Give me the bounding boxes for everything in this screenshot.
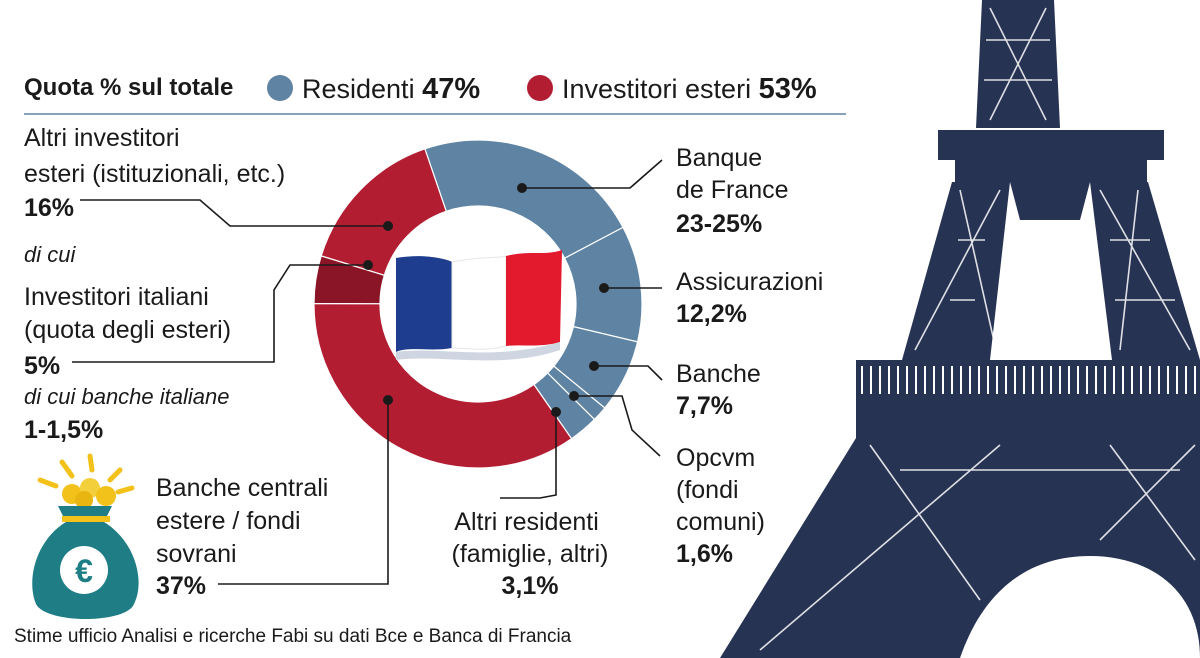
label-banche-centrali: Banche centrali estere / fondi sovrani [156,474,335,568]
leader-banque [522,159,663,189]
dot-banche [589,361,599,371]
label-banche-italiane: di cui banche italiane [24,384,229,409]
value-italiani: 5% [24,352,60,380]
donut-slice-banche-centrali-estere-fondi-sovrani [313,302,573,469]
svg-text:€: € [75,553,93,589]
dot-banche-centrali [383,395,393,405]
dot-assicurazioni [599,283,609,293]
france-flag-icon [396,250,562,361]
tower-lattice [759,7,1196,651]
value-altri-residenti: 3,1% [502,572,559,600]
leader-italiani [72,264,368,363]
legend-title: Quota % sul totale [24,74,233,101]
label-altri-residenti: Altri residenti (famiglie, altri) [452,508,609,568]
source-note: Stime ufficio Analisi e ricerche Fabi su… [14,626,572,647]
legend-label-esteri: Investitori esteri 53% [562,73,817,105]
legend-swatch-esteri [527,75,553,101]
eiffel-tower-icon [720,0,1200,658]
dot-altri-esteri [383,221,393,231]
value-banche-italiane: 1-1,5% [24,416,103,444]
value-banche-centrali: 37% [156,572,206,600]
value-altri-esteri: 16% [24,194,74,222]
label-opcvm: Opcvm (fondi comuni) [676,444,765,536]
value-opcvm: 1,6% [676,540,733,568]
label-assicurazioni: Assicurazioni [676,268,823,296]
leader-opcvm [574,395,661,457]
leader-banche-centrali [218,400,389,585]
value-banche: 7,7% [676,392,733,420]
euro-icon [60,546,108,594]
dot-banque [517,183,527,193]
dot-opcvm [569,391,579,401]
leader-altri-esteri [80,199,388,227]
value-banque-de-france: 23-25% [676,210,762,238]
value-assicurazioni: 12,2% [676,300,747,328]
leader-lines [72,159,663,585]
dot-italiani [363,260,373,270]
label-di-cui: di cui [24,242,76,267]
tower-railing [861,366,1196,394]
leader-banche [594,365,663,381]
leader-altri-residenti [500,412,557,499]
donut-slice-banque-de-france [424,139,624,260]
label-altri-esteri: Altri investitori esteri (istituzionali,… [24,124,285,188]
money-bag-icon: € [32,453,139,619]
donut-slice-altri-investitori-esteri-istituzionali-etc [320,148,448,276]
label-banque-de-france: Banque de France [676,144,789,204]
legend-swatch-residenti [267,75,293,101]
label-banche: Banche [676,360,761,388]
legend-label-residenti: Residenti 47% [302,73,480,105]
label-italiani: Investitori italiani (quota degli esteri… [24,283,231,344]
dot-altri-residenti [551,407,561,417]
